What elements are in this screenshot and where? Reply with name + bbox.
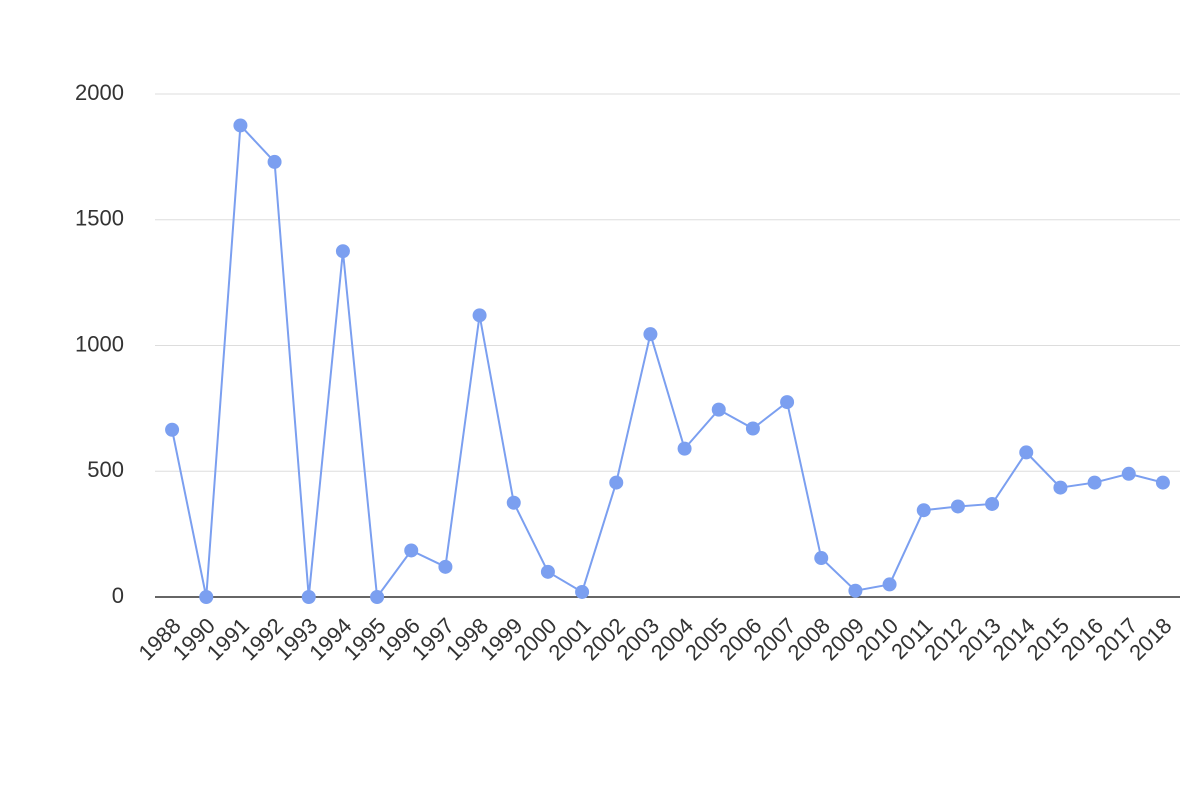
y-tick-label: 1500 — [75, 206, 124, 231]
y-tick-label: 500 — [87, 457, 124, 482]
point — [233, 118, 248, 133]
point — [506, 495, 521, 510]
point — [1121, 466, 1136, 481]
point — [848, 583, 863, 598]
point — [814, 551, 829, 566]
point — [438, 559, 453, 574]
point — [472, 308, 487, 323]
point — [575, 584, 590, 599]
point — [1053, 480, 1068, 495]
point — [1087, 475, 1102, 490]
point — [950, 499, 965, 514]
point — [404, 543, 419, 558]
point — [609, 475, 624, 490]
point — [780, 395, 795, 410]
point — [677, 441, 692, 456]
point — [745, 421, 760, 436]
point — [165, 422, 180, 437]
point — [301, 590, 316, 604]
point — [985, 496, 1000, 511]
point — [643, 327, 658, 342]
point — [335, 244, 350, 259]
point — [1019, 445, 1034, 460]
point — [882, 577, 897, 592]
y-tick-label: 0 — [112, 583, 124, 608]
line — [171, 123, 1164, 600]
y-tick-label: 2000 — [75, 80, 124, 105]
point — [199, 590, 214, 604]
point — [1155, 475, 1170, 490]
point — [267, 154, 282, 169]
y-tick-label: 1000 — [75, 331, 124, 356]
point — [370, 590, 385, 604]
point — [540, 564, 555, 579]
point — [711, 402, 726, 417]
point — [916, 503, 931, 518]
